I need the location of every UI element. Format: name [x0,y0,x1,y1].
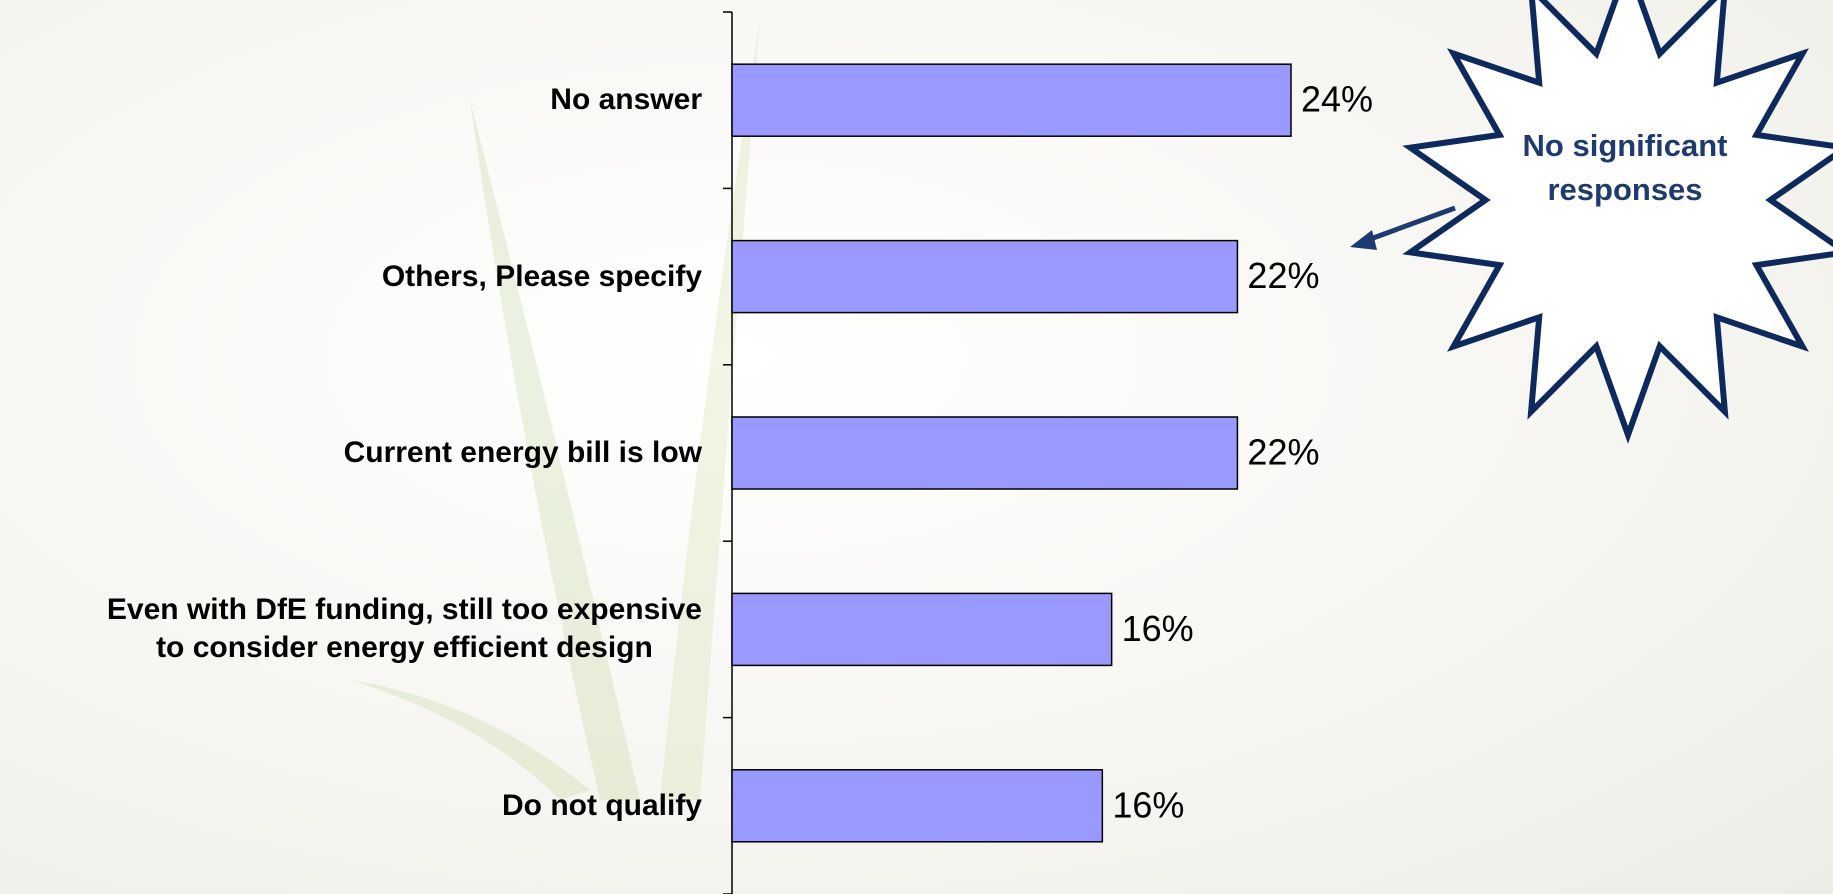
bar [731,239,1239,314]
value-label: 16% [1122,608,1194,649]
bar [731,416,1239,490]
plant-decoration [350,20,760,800]
annotation: No significant responses [1522,128,1728,207]
starburst [1402,0,1833,444]
bar [731,769,1104,843]
category-label: Current energy bill is low [343,436,702,469]
bar [731,592,1113,667]
category-label: Even with DfE funding, still too expensi… [106,593,702,665]
arrow-head [1350,230,1377,250]
category-label: Do not qualify [502,788,702,822]
value-label: 24% [1301,79,1373,120]
value-label: 22% [1247,432,1319,473]
arrow [1364,205,1456,244]
bar [731,63,1292,137]
value-label: 16% [1112,784,1184,825]
category-label: Others, Please specify [381,259,702,293]
value-label: 22% [1247,255,1319,296]
category-label: No answer [550,83,702,117]
